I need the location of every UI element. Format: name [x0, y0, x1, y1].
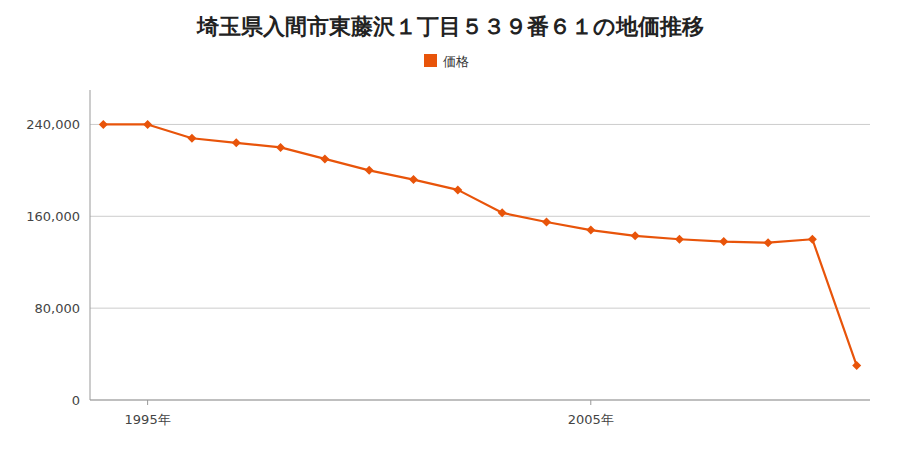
- x-tick-label: 1995年: [125, 412, 171, 427]
- series-marker: [409, 175, 418, 184]
- plot-area: [99, 120, 861, 370]
- series-marker: [143, 120, 152, 129]
- y-tick-label: 240,000: [26, 117, 80, 132]
- chart-svg: 埼玉県入間市東藤沢１丁目５３９番６１の地価推移 0 80,000 160,000 240…: [0, 0, 900, 450]
- grid-line: [90, 308, 870, 309]
- series-marker: [764, 238, 773, 247]
- series-line: [103, 124, 856, 365]
- series-marker: [542, 218, 551, 227]
- y-axis-line: [90, 90, 91, 400]
- series-marker: [852, 361, 861, 370]
- series-marker: [365, 166, 374, 175]
- legend: 価格: [424, 54, 469, 69]
- x-tick: [147, 400, 148, 405]
- series-marker: [631, 231, 640, 240]
- x-axis-line: [90, 400, 870, 401]
- grid-line: [90, 400, 870, 401]
- series-marker: [453, 185, 462, 194]
- series-marker: [320, 154, 329, 163]
- series-marker: [187, 134, 196, 143]
- series-marker: [99, 120, 108, 129]
- y-tick-label: 160,000: [26, 209, 80, 224]
- grid-line: [90, 124, 870, 125]
- chart-title: 埼玉県入間市東藤沢１丁目５３９番６１の地価推移: [196, 14, 704, 39]
- series-marker: [232, 138, 241, 147]
- y-tick-label: 0: [72, 393, 80, 408]
- series-marker: [276, 143, 285, 152]
- series-marker: [498, 208, 507, 217]
- chart-container: 埼玉県入間市東藤沢１丁目５３９番６１の地価推移 0 80,000 160,000 240…: [0, 0, 900, 450]
- grid: [90, 124, 870, 400]
- series-marker: [586, 226, 595, 235]
- axes: 0 80,000 160,000 240,000 1995年 2005年: [26, 90, 870, 427]
- x-tick-label: 2005年: [568, 412, 614, 427]
- series-marker: [808, 235, 817, 244]
- series-marker: [719, 237, 728, 246]
- series-marker: [675, 235, 684, 244]
- x-tick: [590, 400, 591, 405]
- grid-line: [90, 216, 870, 217]
- y-tick-label: 80,000: [35, 301, 81, 316]
- legend-label: 価格: [443, 54, 469, 69]
- legend-swatch: [424, 54, 437, 67]
